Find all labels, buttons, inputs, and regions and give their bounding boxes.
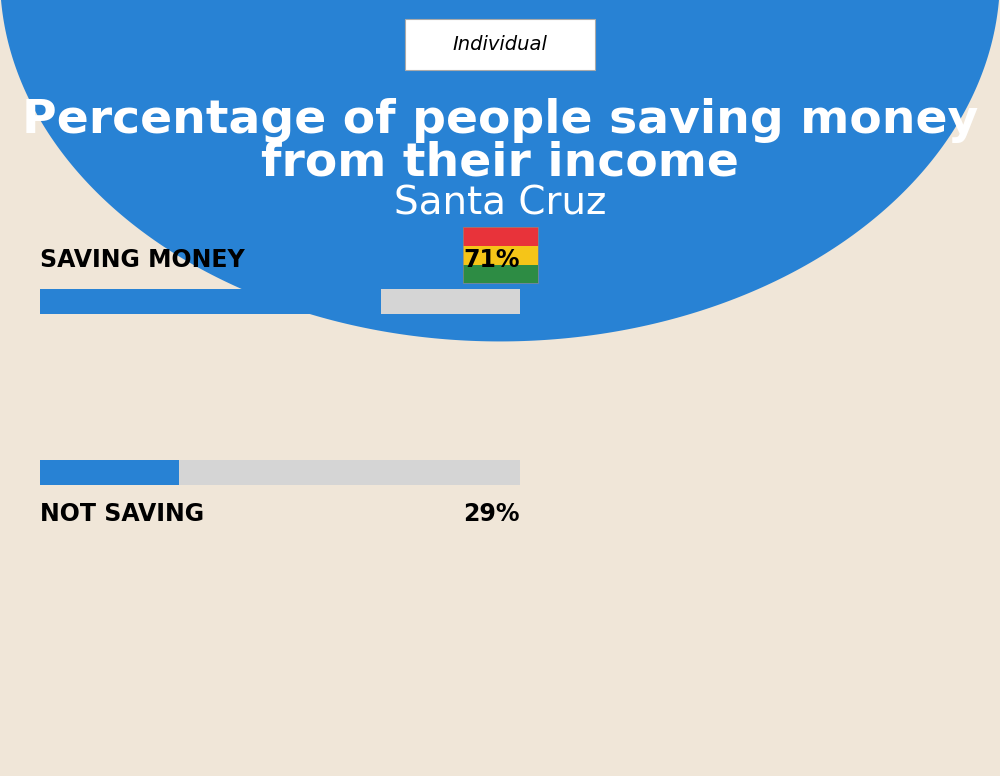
Text: Percentage of people saving money: Percentage of people saving money — [22, 98, 978, 143]
Text: Santa Cruz: Santa Cruz — [394, 185, 606, 222]
Text: from their income: from their income — [261, 140, 739, 185]
Bar — [40, 289, 381, 314]
FancyBboxPatch shape — [462, 246, 538, 265]
Bar — [40, 460, 520, 485]
Polygon shape — [0, 0, 1000, 341]
FancyBboxPatch shape — [405, 19, 595, 70]
Text: 71%: 71% — [464, 248, 520, 272]
Text: SAVING MONEY: SAVING MONEY — [40, 248, 245, 272]
FancyBboxPatch shape — [462, 227, 538, 246]
Bar — [40, 289, 520, 314]
Text: NOT SAVING: NOT SAVING — [40, 502, 204, 526]
FancyBboxPatch shape — [462, 265, 538, 283]
Text: Individual: Individual — [453, 35, 547, 54]
Text: 29%: 29% — [464, 502, 520, 526]
Bar — [40, 460, 179, 485]
